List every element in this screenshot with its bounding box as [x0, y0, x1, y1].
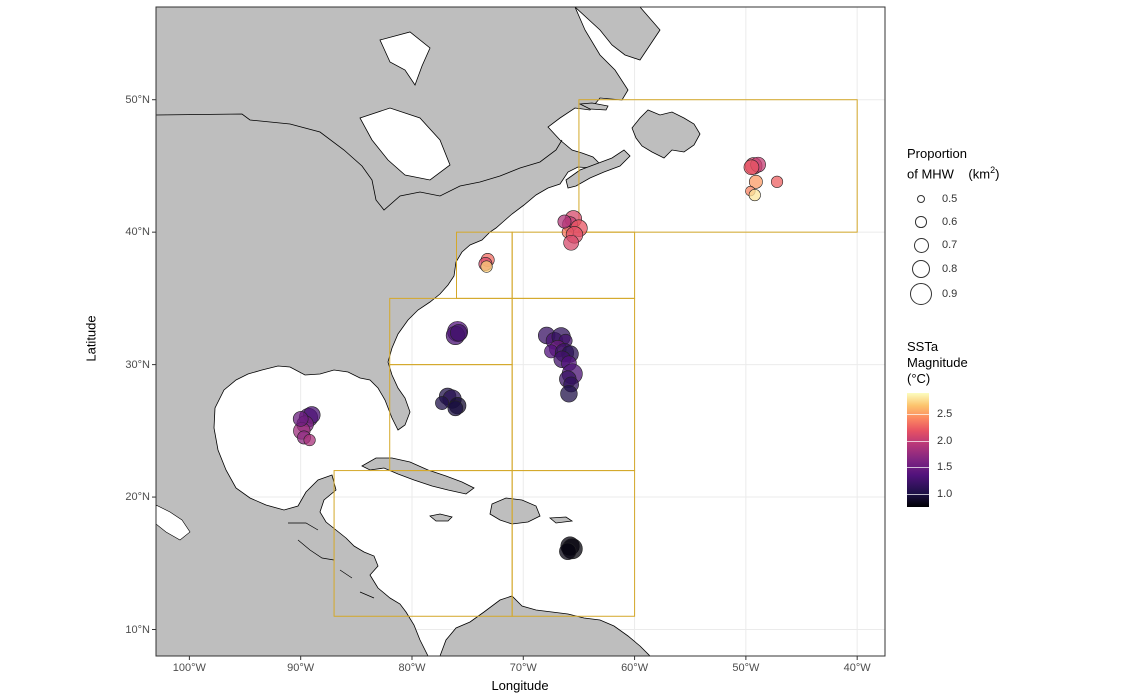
border-canada-us [156, 113, 563, 211]
axis-tickmarks [152, 99, 858, 660]
mhw-point [563, 234, 579, 251]
color-legend-label: 2.5 [937, 408, 953, 421]
size-legend-label: 0.7 [942, 239, 958, 251]
land-newfoundland [631, 109, 701, 159]
land-hispaniola [489, 497, 541, 525]
x-axis-title: Longitude [491, 678, 549, 693]
panel-border [155, 6, 886, 657]
y-tick-label: 20°N [125, 491, 150, 504]
size-legend-label: 0.5 [942, 193, 958, 205]
mhw-point [748, 174, 763, 189]
size-legend-circle [911, 259, 931, 279]
size-legend-circle [915, 216, 927, 228]
size-legend-item: 0.8 [906, 259, 957, 279]
mhw-point [450, 324, 468, 342]
color-legend-tick [907, 440, 929, 442]
size-legend-title-unit: (km [968, 166, 991, 182]
size-legend-label: 0.9 [942, 288, 958, 300]
x-tick-label: 100°W [172, 662, 206, 674]
size-legend-title-line1: Proportion [907, 146, 967, 161]
x-tick-label: 40°W [843, 662, 871, 674]
land-jamaica [429, 513, 453, 522]
mhw-point [303, 434, 316, 447]
size-legend-title-close: ) [995, 166, 1000, 182]
color-legend-title-line1: SSTa [907, 339, 939, 354]
mhw-point [447, 400, 464, 417]
mhw-points [292, 156, 784, 561]
mhw-point [559, 542, 577, 561]
size-legend-title-text: of MHW [907, 166, 954, 182]
color-legend-title-line2: Magnitude [907, 355, 968, 370]
mhw-point [435, 396, 449, 410]
x-tick-label: 60°W [621, 662, 649, 674]
region-box [511, 470, 636, 617]
land-labrador [574, 7, 661, 61]
color-legend-label: 2.0 [937, 434, 953, 447]
x-tick-label: 80°W [398, 662, 426, 674]
size-legend-label: 0.8 [942, 263, 958, 275]
y-tick-label: 30°N [125, 358, 150, 371]
land-layer [156, 7, 701, 656]
y-axis-title: Latitude [83, 315, 99, 362]
lake-gulf-interior [156, 504, 191, 541]
land-anticosti [578, 102, 609, 111]
color-legend-label: 1.0 [937, 487, 953, 500]
mhw-point [770, 175, 784, 188]
color-legend-bar [907, 393, 929, 507]
land-north-america [156, 7, 629, 656]
region-box [578, 99, 858, 233]
mhw-point [292, 411, 309, 427]
size-legend-circle [913, 237, 929, 253]
size-legend-circle [917, 195, 925, 203]
color-legend-title-line3: (°C) [907, 371, 931, 386]
mhw-point [743, 159, 760, 176]
size-legend-item: 0.9 [906, 283, 958, 305]
mhw-point [560, 385, 578, 403]
x-tick-label: 50°W [732, 662, 760, 674]
border-central-america [288, 522, 375, 599]
size-legend-title: Proportion of MHW (km2) [907, 146, 999, 182]
size-legend-item: 0.7 [906, 235, 957, 255]
color-legend-tick [907, 467, 929, 469]
color-legend-label: 1.5 [937, 461, 953, 474]
color-legend-tick [907, 493, 929, 495]
mhw-point [557, 214, 572, 229]
size-legend-title-line2: of MHW (km2) [907, 162, 999, 182]
lake-hudson-inlet [359, 107, 451, 181]
x-tick-label: 90°W [287, 662, 315, 674]
land-nova-scotia [565, 149, 631, 189]
y-tick-label: 50°N [125, 93, 150, 106]
color-legend-tick [907, 414, 929, 416]
color-legend-title: SSTa Magnitude (°C) [907, 339, 968, 387]
x-tick-label: 70°W [509, 662, 537, 674]
mhw-point [748, 189, 761, 202]
land-south-america [439, 595, 651, 656]
size-legend-label: 0.6 [942, 216, 958, 228]
mhw-point [480, 260, 493, 273]
size-legend-title-sup: 2 [990, 165, 996, 175]
land-puerto-rico [548, 516, 574, 524]
size-legend-circle [910, 283, 932, 305]
lake-great-lakes [379, 31, 431, 86]
size-legend-item: 0.6 [906, 212, 957, 232]
y-tick-label: 40°N [125, 226, 150, 239]
size-legend-item: 0.5 [906, 189, 957, 209]
y-tick-label: 10°N [125, 623, 150, 636]
